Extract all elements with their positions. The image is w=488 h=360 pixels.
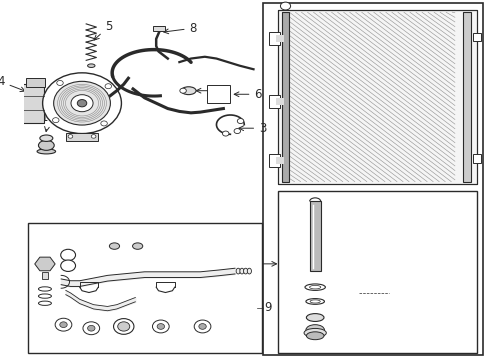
Bar — [268, 95, 280, 108]
Bar — [275, 98, 284, 105]
Ellipse shape — [39, 287, 51, 291]
Circle shape — [68, 135, 73, 138]
Circle shape — [64, 252, 72, 258]
Bar — [281, 12, 288, 182]
Bar — [462, 12, 470, 182]
Text: 3: 3 — [238, 122, 266, 135]
Circle shape — [42, 73, 121, 134]
Circle shape — [194, 320, 210, 333]
Circle shape — [83, 322, 100, 335]
Ellipse shape — [87, 64, 95, 67]
Ellipse shape — [39, 140, 54, 150]
Bar — [281, 12, 288, 182]
Circle shape — [91, 135, 96, 138]
Bar — [17, 84, 44, 123]
Ellipse shape — [304, 328, 325, 337]
Circle shape — [199, 324, 206, 329]
Text: 10: 10 — [33, 225, 48, 248]
Ellipse shape — [305, 284, 325, 291]
Bar — [309, 202, 320, 271]
Bar — [28, 223, 262, 353]
Circle shape — [57, 81, 63, 85]
Text: 9: 9 — [264, 301, 271, 314]
Ellipse shape — [39, 301, 51, 305]
Bar — [472, 33, 480, 41]
Circle shape — [64, 263, 72, 269]
Ellipse shape — [37, 149, 56, 154]
Ellipse shape — [243, 268, 247, 274]
Bar — [275, 35, 284, 42]
Circle shape — [77, 100, 86, 107]
Text: 5: 5 — [94, 20, 112, 40]
Text: 8: 8 — [163, 22, 197, 35]
Circle shape — [280, 2, 290, 10]
Circle shape — [105, 84, 111, 89]
Circle shape — [222, 131, 228, 136]
Text: 7: 7 — [196, 84, 229, 97]
Circle shape — [157, 324, 164, 329]
Text: 6: 6 — [234, 88, 262, 101]
Bar — [153, 26, 164, 31]
Ellipse shape — [181, 87, 196, 95]
Bar — [309, 202, 320, 271]
Ellipse shape — [305, 298, 324, 304]
Bar — [262, 3, 482, 355]
Bar — [42, 272, 48, 279]
Ellipse shape — [180, 88, 186, 93]
Ellipse shape — [236, 268, 240, 274]
Circle shape — [55, 318, 72, 331]
Ellipse shape — [306, 332, 324, 340]
Circle shape — [101, 121, 107, 126]
Bar — [66, 133, 98, 141]
Bar — [26, 78, 45, 87]
Ellipse shape — [109, 243, 120, 249]
Text: 2: 2 — [355, 286, 383, 299]
Ellipse shape — [309, 285, 320, 289]
Circle shape — [52, 118, 59, 123]
Bar — [283, 12, 457, 182]
Bar — [462, 12, 470, 182]
Text: 4: 4 — [0, 75, 25, 91]
Ellipse shape — [309, 300, 320, 303]
Bar — [472, 154, 480, 163]
Bar — [207, 85, 230, 103]
Text: 11: 11 — [41, 111, 56, 131]
Ellipse shape — [247, 268, 251, 274]
Bar — [275, 157, 284, 164]
Circle shape — [60, 322, 67, 328]
Circle shape — [61, 260, 75, 271]
Circle shape — [113, 319, 134, 334]
Ellipse shape — [39, 294, 51, 298]
Bar — [278, 10, 476, 184]
Ellipse shape — [305, 325, 324, 336]
Circle shape — [118, 322, 129, 331]
Bar — [278, 10, 476, 184]
Ellipse shape — [132, 243, 142, 249]
Ellipse shape — [306, 314, 324, 321]
Ellipse shape — [240, 268, 244, 274]
Circle shape — [152, 320, 169, 333]
Bar — [268, 32, 280, 45]
Text: 1: 1 — [248, 257, 276, 270]
Circle shape — [61, 249, 75, 261]
Polygon shape — [35, 257, 55, 271]
Ellipse shape — [40, 135, 53, 141]
Bar — [278, 191, 476, 353]
Circle shape — [54, 81, 110, 125]
Bar — [268, 154, 280, 167]
Circle shape — [234, 129, 240, 134]
Circle shape — [71, 95, 93, 112]
Circle shape — [237, 118, 244, 123]
Circle shape — [87, 325, 95, 331]
